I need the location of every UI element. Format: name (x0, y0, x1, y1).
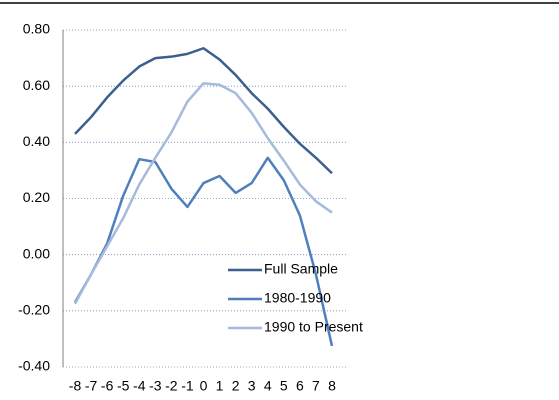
x-tick-label: 2 (232, 378, 240, 394)
legend-label: 1980-1990 (264, 290, 331, 306)
legend-label: 1990 to Present (264, 319, 363, 335)
x-tick-label: 5 (280, 378, 288, 394)
x-tick-label: -3 (149, 378, 162, 394)
x-tick-label: -5 (117, 378, 130, 394)
x-tick-label: 7 (312, 378, 320, 394)
x-tick-label: -1 (181, 378, 194, 394)
y-tick-label: 0.00 (23, 245, 50, 261)
x-tick-label: 1 (216, 378, 224, 394)
x-tick-label: 6 (296, 378, 304, 394)
x-tick-label: -4 (133, 378, 146, 394)
y-tick-label: 0.60 (23, 77, 50, 93)
x-tick-label: 0 (200, 378, 208, 394)
x-tick-label: 4 (264, 378, 272, 394)
x-tick-label: 3 (248, 378, 256, 394)
x-tick-label: -2 (165, 378, 178, 394)
y-tick-label: 0.80 (23, 21, 50, 37)
series-line (74, 47, 333, 175)
x-tick-label: -8 (69, 378, 82, 394)
legend-label: Full Sample (264, 261, 338, 277)
y-tick-label: -0.40 (18, 358, 50, 374)
x-tick-label: 8 (328, 378, 336, 394)
series-line (73, 156, 334, 347)
y-tick-label: -0.20 (18, 302, 50, 318)
x-tick-label: -7 (85, 378, 98, 394)
y-tick-label: 0.20 (23, 189, 50, 205)
y-tick-label: 0.40 (23, 133, 50, 149)
x-tick-label: -6 (101, 378, 114, 394)
series-line (73, 82, 333, 305)
